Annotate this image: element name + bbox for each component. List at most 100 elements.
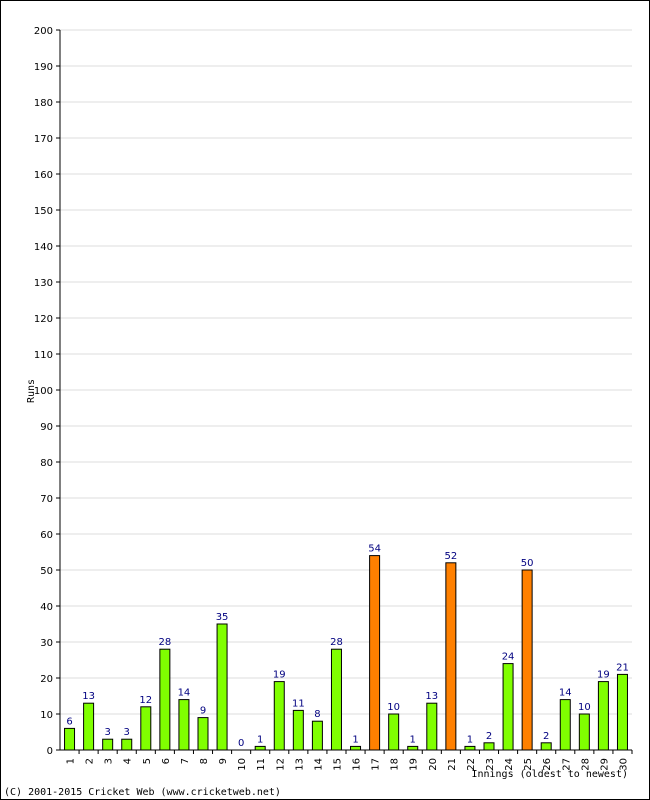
x-tick-label: 8 — [199, 758, 210, 764]
data-label: 10 — [578, 702, 591, 713]
bar — [178, 699, 190, 751]
bar — [445, 562, 457, 751]
x-tick-label: 1 — [66, 758, 77, 764]
bar — [159, 648, 171, 751]
y-tick-label: 200 — [34, 26, 53, 37]
bar — [464, 745, 476, 751]
data-label: 19 — [597, 670, 610, 681]
bar — [83, 702, 95, 751]
bar — [140, 706, 152, 751]
bar — [197, 717, 209, 751]
bar — [311, 720, 323, 751]
x-tick-label: 22 — [466, 758, 477, 771]
data-label: 13 — [82, 691, 95, 702]
bar — [102, 738, 114, 751]
data-label: 14 — [559, 688, 572, 699]
x-tick-label: 7 — [180, 758, 191, 764]
x-tick-label: 2 — [85, 758, 96, 764]
data-label: 1 — [410, 734, 416, 745]
y-tick-label: 10 — [40, 710, 53, 721]
x-tick-label: 5 — [142, 758, 153, 764]
data-label: 3 — [104, 727, 110, 738]
x-tick-label: 12 — [275, 758, 286, 771]
y-tick-label: 20 — [40, 674, 53, 685]
bar — [369, 555, 381, 751]
bar — [502, 663, 514, 751]
x-tick-label: 30 — [618, 758, 629, 771]
labels-layer: 0102030405060708090100110120130140150160… — [34, 26, 630, 771]
bar — [292, 709, 304, 751]
y-tick-label: 170 — [34, 134, 53, 145]
copyright-text: (C) 2001-2015 Cricket Web (www.cricketwe… — [4, 787, 281, 798]
y-tick-label: 180 — [34, 98, 53, 109]
y-axis-title: Runs — [26, 379, 37, 403]
bar — [521, 569, 533, 751]
y-tick-label: 120 — [34, 314, 53, 325]
x-tick-label: 28 — [580, 758, 591, 771]
y-tick-label: 0 — [47, 746, 53, 757]
x-tick-label: 6 — [161, 758, 172, 764]
data-label: 54 — [368, 544, 381, 555]
x-tick-label: 25 — [523, 758, 534, 771]
bar — [426, 702, 438, 751]
data-label: 8 — [314, 709, 320, 720]
data-label: 10 — [387, 702, 400, 713]
data-label: 14 — [178, 688, 191, 699]
y-tick-label: 100 — [34, 386, 53, 397]
x-tick-label: 18 — [390, 758, 401, 771]
y-tick-label: 30 — [40, 638, 53, 649]
data-label: 6 — [66, 716, 72, 727]
x-tick-label: 13 — [294, 758, 305, 771]
bar — [388, 713, 400, 751]
data-label: 52 — [444, 551, 457, 562]
data-label: 11 — [292, 698, 305, 709]
data-label: 24 — [502, 652, 515, 663]
data-label: 2 — [543, 731, 549, 742]
x-tick-label: 19 — [409, 758, 420, 771]
data-label: 0 — [238, 738, 244, 749]
x-tick-label: 23 — [485, 758, 496, 771]
x-tick-label: 4 — [123, 758, 134, 764]
data-label: 28 — [158, 637, 171, 648]
bar — [483, 742, 495, 751]
x-tick-label: 17 — [371, 758, 382, 771]
x-tick-label: 27 — [561, 758, 572, 771]
bar — [121, 738, 133, 751]
bar — [254, 745, 266, 751]
x-tick-label: 16 — [352, 758, 363, 771]
bar — [559, 699, 571, 751]
bar — [540, 742, 552, 751]
x-axis-title: Innings (oldest to newest) — [471, 769, 628, 780]
axes-layer — [56, 29, 633, 754]
grid-layer — [60, 29, 632, 715]
x-tick-label: 10 — [237, 758, 248, 771]
bar — [597, 681, 609, 751]
x-tick-label: 15 — [332, 758, 343, 771]
y-tick-label: 140 — [34, 242, 53, 253]
bar — [273, 681, 285, 751]
y-tick-label: 50 — [40, 566, 53, 577]
y-tick-label: 160 — [34, 170, 53, 181]
data-label: 3 — [124, 727, 130, 738]
y-tick-label: 110 — [34, 350, 53, 361]
bar — [407, 745, 419, 751]
bar — [616, 673, 628, 751]
x-tick-label: 21 — [447, 758, 458, 771]
y-tick-label: 40 — [40, 602, 53, 613]
data-label: 35 — [216, 612, 229, 623]
y-tick-label: 150 — [34, 206, 53, 217]
x-tick-label: 24 — [504, 758, 515, 771]
data-label: 13 — [425, 691, 438, 702]
data-label: 1 — [352, 734, 358, 745]
y-tick-label: 80 — [40, 458, 53, 469]
data-label: 21 — [616, 662, 629, 673]
x-tick-label: 14 — [313, 758, 324, 771]
bars-layer — [64, 555, 628, 751]
data-label: 1 — [257, 734, 263, 745]
bar — [350, 745, 362, 751]
y-tick-label: 90 — [40, 422, 53, 433]
data-label: 50 — [521, 558, 534, 569]
bar — [330, 648, 342, 751]
data-label: 1 — [467, 734, 473, 745]
